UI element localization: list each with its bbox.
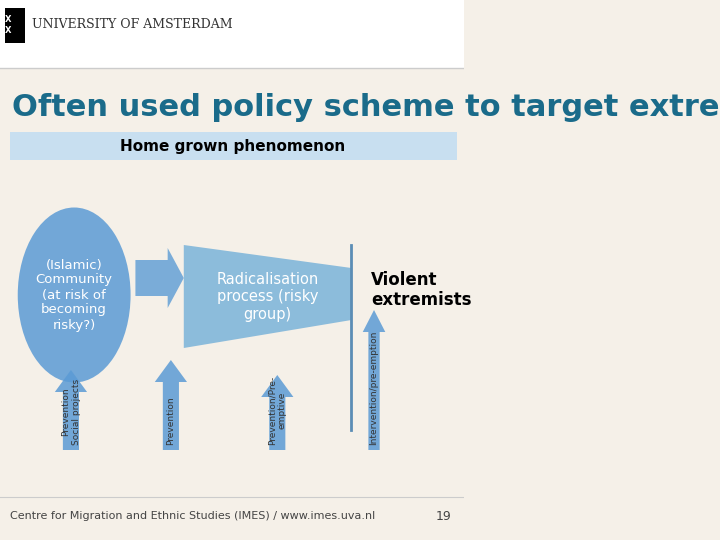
FancyBboxPatch shape — [0, 75, 464, 127]
FancyBboxPatch shape — [9, 132, 456, 160]
Polygon shape — [135, 248, 184, 308]
Text: (Islamic)
Community
(at risk of
becoming
risky?): (Islamic) Community (at risk of becoming… — [36, 259, 112, 332]
Text: 19: 19 — [436, 510, 451, 523]
Polygon shape — [55, 370, 87, 450]
Text: Centre for Migration and Ethnic Studies (IMES) / www.imes.uva.nl: Centre for Migration and Ethnic Studies … — [9, 511, 375, 521]
Point — [347, 242, 356, 248]
Text: Often used policy scheme to target extremism: Often used policy scheme to target extre… — [12, 93, 720, 123]
Text: Home grown phenomenon: Home grown phenomenon — [120, 139, 345, 154]
FancyBboxPatch shape — [5, 8, 24, 43]
Text: Radicalisation
process (risky
group): Radicalisation process (risky group) — [217, 272, 319, 322]
Polygon shape — [363, 310, 385, 450]
Polygon shape — [184, 245, 351, 348]
Polygon shape — [261, 375, 294, 450]
Ellipse shape — [18, 207, 130, 382]
Text: Prevention: Prevention — [166, 396, 176, 445]
Text: UNIVERSITY OF AMSTERDAM: UNIVERSITY OF AMSTERDAM — [32, 18, 233, 31]
Text: Prevention/Pre-
emptive: Prevention/Pre- emptive — [268, 376, 287, 445]
Text: X
X: X X — [4, 15, 11, 35]
Text: Violent
extremists: Violent extremists — [371, 271, 472, 309]
FancyBboxPatch shape — [0, 0, 464, 68]
Polygon shape — [155, 360, 187, 450]
Text: Prevention
Social projects: Prevention Social projects — [61, 379, 81, 445]
Point — [347, 427, 356, 433]
Text: Intervention/pre-emption: Intervention/pre-emption — [369, 330, 379, 445]
